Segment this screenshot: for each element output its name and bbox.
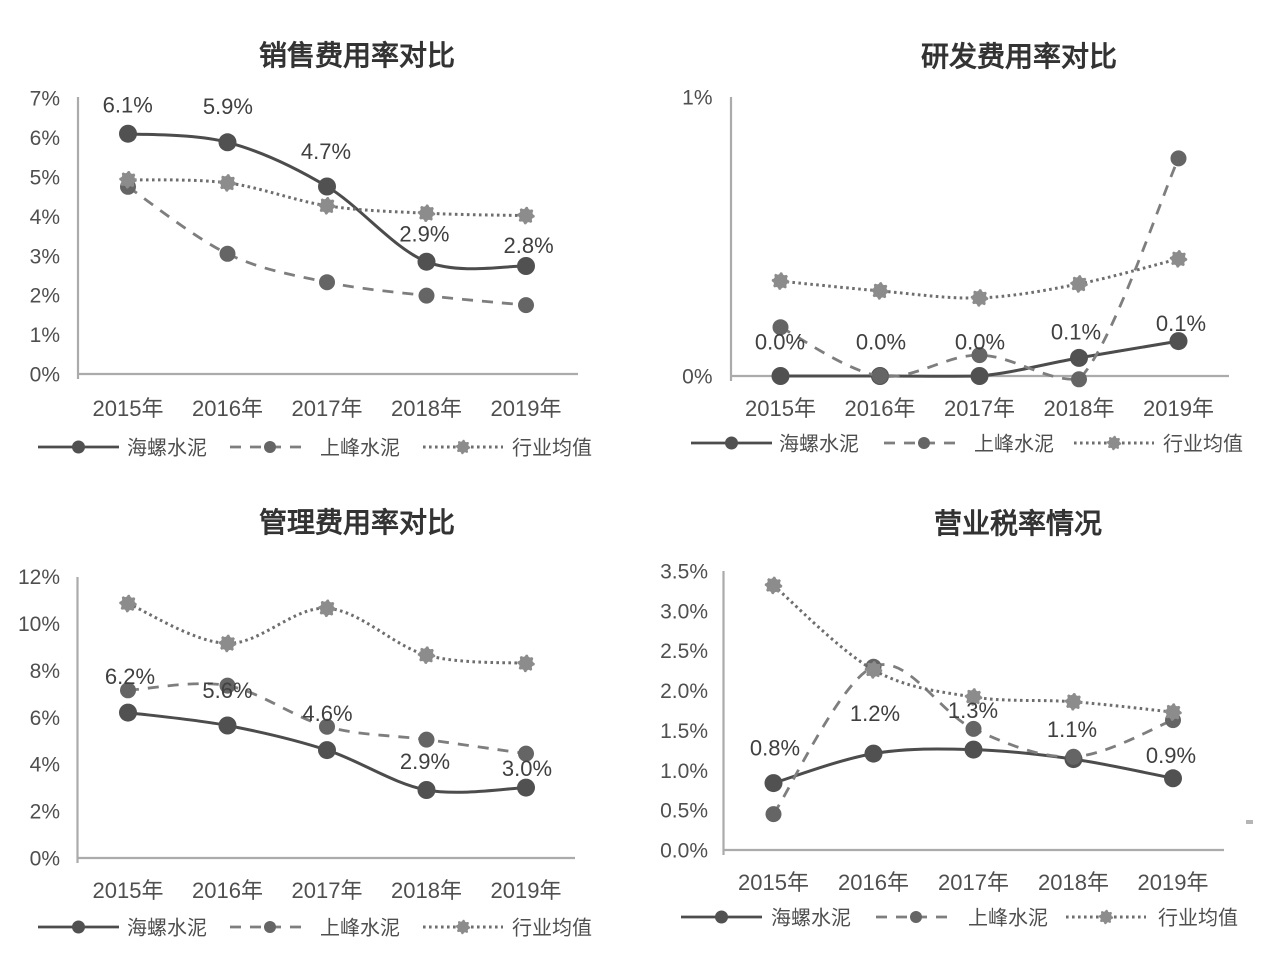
svg-text:5.6%: 5.6% (202, 678, 252, 703)
svg-text:0.0%: 0.0% (755, 330, 805, 355)
svg-text:4.6%: 4.6% (302, 701, 352, 726)
svg-text:0.8%: 0.8% (750, 736, 800, 761)
svg-text:2019年: 2019年 (491, 878, 562, 903)
svg-text:0.5%: 0.5% (660, 800, 708, 823)
svg-text:行业均值: 行业均值 (1163, 433, 1243, 456)
svg-text:3%: 3% (30, 245, 60, 268)
svg-text:5%: 5% (30, 167, 60, 190)
svg-text:行业均值: 行业均值 (1158, 907, 1238, 930)
svg-text:行业均值: 行业均值 (512, 917, 592, 940)
svg-text:0%: 0% (682, 366, 712, 389)
svg-text:0.0%: 0.0% (660, 840, 708, 863)
svg-text:2016年: 2016年 (845, 396, 916, 421)
svg-text:5.9%: 5.9% (203, 94, 253, 119)
svg-text:6%: 6% (30, 127, 60, 150)
svg-text:1%: 1% (30, 324, 60, 347)
svg-text:2019年: 2019年 (1143, 396, 1214, 421)
svg-text:2%: 2% (30, 801, 60, 824)
svg-text:4%: 4% (30, 754, 60, 777)
svg-text:2.0%: 2.0% (660, 680, 708, 703)
svg-text:2018年: 2018年 (391, 396, 462, 421)
svg-text:3.0%: 3.0% (660, 600, 708, 623)
svg-text:2017年: 2017年 (292, 396, 363, 421)
svg-text:研发费用率对比: 研发费用率对比 (921, 40, 1117, 72)
svg-text:2%: 2% (30, 285, 60, 308)
svg-text:1%: 1% (682, 87, 712, 110)
svg-text:0.0%: 0.0% (955, 330, 1005, 355)
svg-text:2.9%: 2.9% (399, 222, 449, 247)
svg-text:海螺水泥: 海螺水泥 (779, 433, 859, 456)
svg-text:2017年: 2017年 (944, 396, 1015, 421)
svg-text:2.5%: 2.5% (660, 640, 708, 663)
svg-text:2019年: 2019年 (491, 396, 562, 421)
svg-text:上峰水泥: 上峰水泥 (974, 433, 1054, 456)
svg-text:营业税率情况: 营业税率情况 (934, 507, 1102, 539)
svg-text:行业均值: 行业均值 (512, 437, 592, 460)
svg-text:销售费用率对比: 销售费用率对比 (259, 39, 455, 71)
svg-text:4%: 4% (30, 206, 60, 229)
svg-text:2017年: 2017年 (938, 870, 1009, 895)
svg-text:1.1%: 1.1% (1047, 717, 1097, 742)
svg-text:4.7%: 4.7% (301, 139, 351, 164)
svg-text:2016年: 2016年 (192, 878, 263, 903)
svg-text:2.9%: 2.9% (400, 749, 450, 774)
svg-text:7%: 7% (30, 88, 60, 111)
svg-text:10%: 10% (18, 613, 60, 636)
svg-text:12%: 12% (18, 566, 60, 589)
svg-text:2015年: 2015年 (745, 396, 816, 421)
svg-text:0.1%: 0.1% (1051, 320, 1101, 345)
svg-text:2.8%: 2.8% (504, 233, 554, 258)
svg-text:0%: 0% (30, 364, 60, 387)
svg-text:6.2%: 6.2% (105, 664, 155, 689)
svg-text:2019年: 2019年 (1138, 870, 1209, 895)
svg-text:海螺水泥: 海螺水泥 (127, 917, 207, 940)
svg-text:2015年: 2015年 (738, 870, 809, 895)
svg-text:6%: 6% (30, 707, 60, 730)
svg-text:0.0%: 0.0% (856, 330, 906, 355)
svg-text:3.5%: 3.5% (660, 561, 708, 584)
svg-text:2016年: 2016年 (838, 870, 909, 895)
svg-text:2018年: 2018年 (1038, 870, 1109, 895)
svg-text:上峰水泥: 上峰水泥 (968, 907, 1048, 930)
svg-text:2018年: 2018年 (391, 878, 462, 903)
svg-text:0.1%: 0.1% (1156, 311, 1206, 336)
svg-text:1.3%: 1.3% (948, 698, 998, 723)
svg-text:8%: 8% (30, 660, 60, 683)
svg-text:2018年: 2018年 (1044, 396, 1115, 421)
svg-text:2015年: 2015年 (93, 878, 164, 903)
svg-text:1.2%: 1.2% (850, 701, 900, 726)
svg-text:2016年: 2016年 (192, 396, 263, 421)
svg-text:0.9%: 0.9% (1146, 743, 1196, 768)
svg-text:2017年: 2017年 (292, 878, 363, 903)
svg-text:2015年: 2015年 (93, 396, 164, 421)
svg-text:1.5%: 1.5% (660, 720, 708, 743)
svg-text:上峰水泥: 上峰水泥 (320, 917, 400, 940)
svg-text:3.0%: 3.0% (502, 756, 552, 781)
svg-text:海螺水泥: 海螺水泥 (771, 907, 851, 930)
svg-text:管理费用率对比: 管理费用率对比 (259, 506, 455, 538)
svg-text:6.1%: 6.1% (103, 93, 153, 118)
svg-text:1.0%: 1.0% (660, 760, 708, 783)
svg-text:上峰水泥: 上峰水泥 (320, 437, 400, 460)
svg-text:0%: 0% (30, 848, 60, 871)
svg-text:海螺水泥: 海螺水泥 (127, 437, 207, 460)
